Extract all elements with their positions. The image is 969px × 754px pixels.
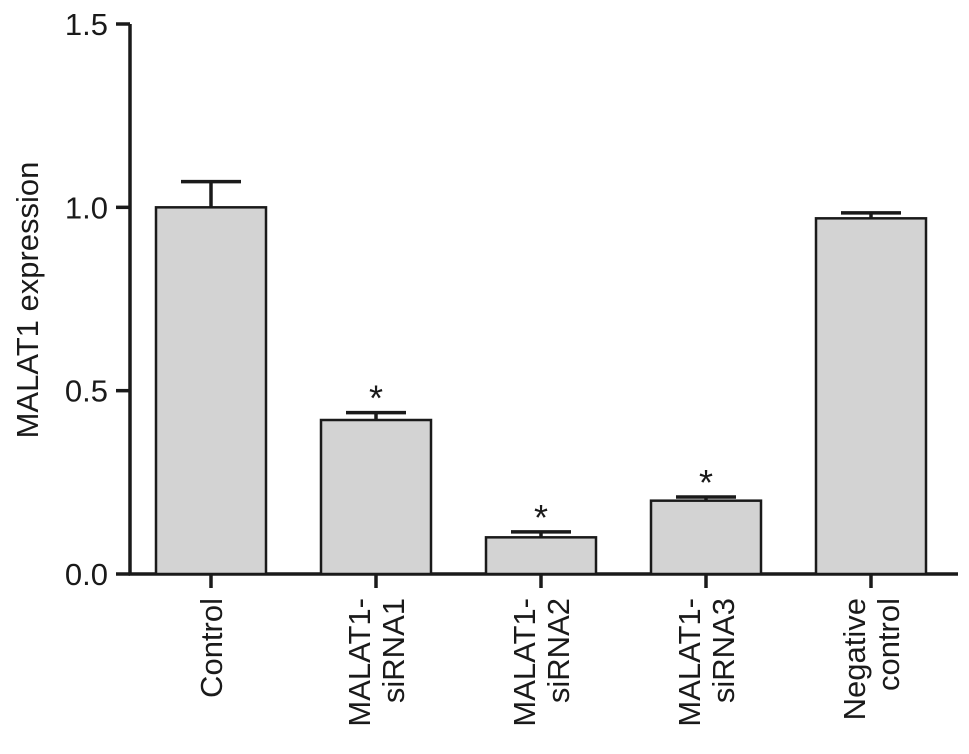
y-axis-label: MALAT1 expression bbox=[10, 162, 45, 439]
y-tick-label: 0.0 bbox=[65, 557, 108, 592]
significance-marker: * bbox=[534, 497, 548, 538]
x-tick-label: MALAT1- bbox=[342, 598, 377, 727]
bar bbox=[649, 499, 763, 576]
significance-marker: * bbox=[369, 378, 383, 419]
bar bbox=[484, 536, 598, 576]
x-tick-label: Control bbox=[194, 598, 229, 698]
y-tick-label: 1.0 bbox=[65, 190, 108, 225]
x-tick-label: control bbox=[871, 598, 906, 691]
x-tick-label: MALAT1- bbox=[672, 598, 707, 727]
x-tick-label: Negative bbox=[837, 598, 872, 720]
x-tick-label: siRNA2 bbox=[541, 598, 576, 703]
significance-marker: * bbox=[699, 462, 713, 503]
bar bbox=[319, 418, 433, 576]
y-tick-label: 1.5 bbox=[65, 7, 108, 42]
x-tick-label: siRNA1 bbox=[376, 598, 411, 703]
x-tick-label: siRNA3 bbox=[706, 598, 741, 703]
y-tick-label: 0.5 bbox=[65, 374, 108, 409]
bar bbox=[154, 206, 268, 576]
bar bbox=[814, 217, 928, 576]
x-tick-label: MALAT1- bbox=[507, 598, 542, 727]
